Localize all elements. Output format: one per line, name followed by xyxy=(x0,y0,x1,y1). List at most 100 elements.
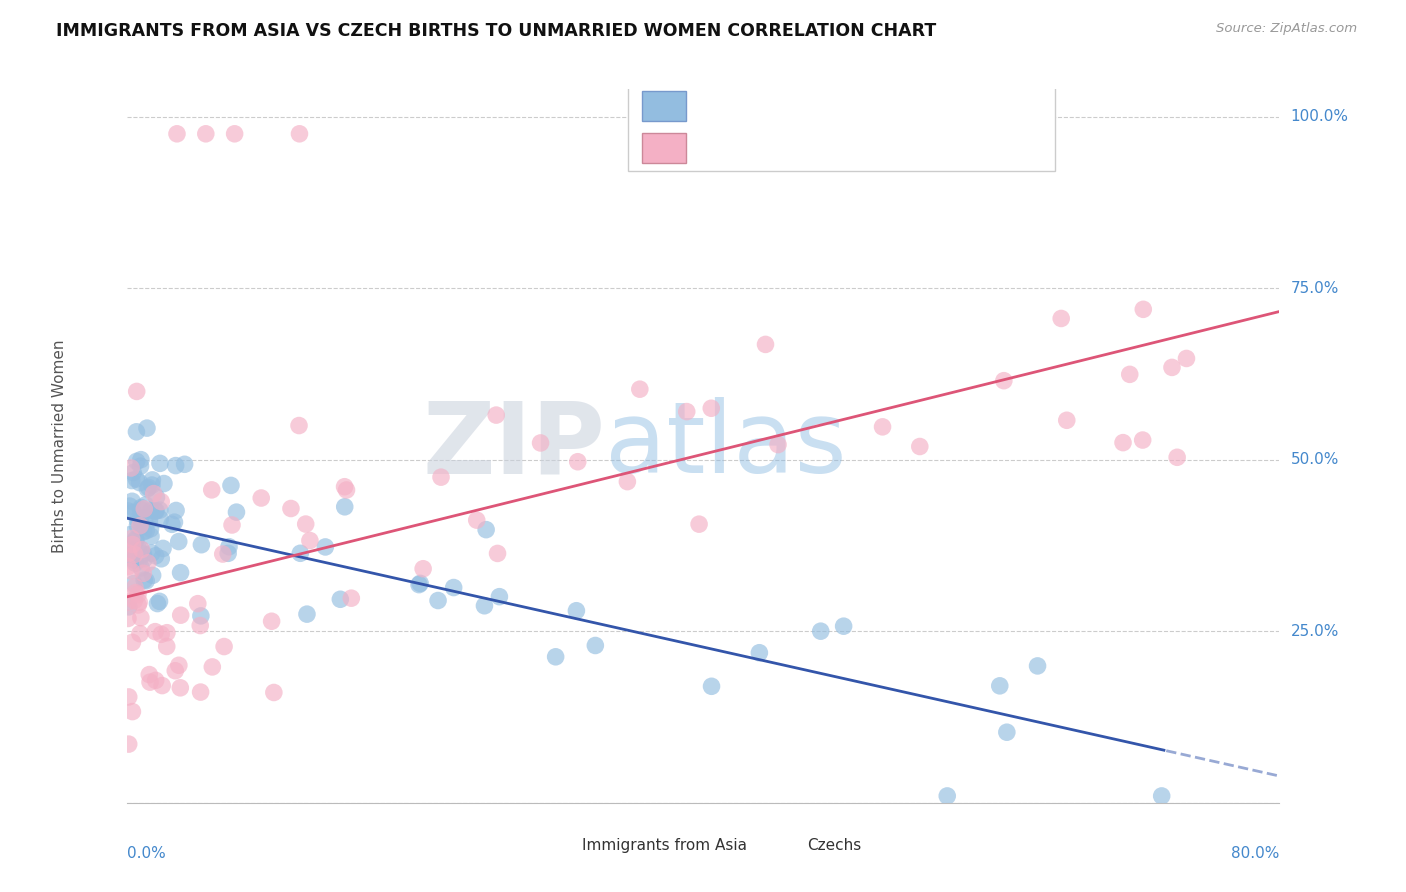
Point xyxy=(754,337,776,351)
Point xyxy=(121,635,143,649)
Point xyxy=(127,541,149,556)
Point xyxy=(173,458,195,472)
Point xyxy=(156,640,179,654)
Point xyxy=(138,514,160,528)
Point xyxy=(138,667,160,681)
Bar xyxy=(766,835,799,856)
Point xyxy=(121,474,143,488)
Point xyxy=(128,552,150,566)
Point xyxy=(224,127,246,141)
Point xyxy=(135,498,157,512)
Point xyxy=(121,494,143,508)
Point xyxy=(333,500,356,514)
Point xyxy=(128,595,150,609)
Point xyxy=(129,518,152,533)
Point xyxy=(993,374,1015,388)
Point xyxy=(485,408,508,422)
Point xyxy=(127,513,149,527)
Point xyxy=(988,679,1011,693)
Point xyxy=(1166,450,1188,465)
Point xyxy=(1161,360,1184,375)
Text: N =: N = xyxy=(866,139,904,157)
Point xyxy=(141,473,163,487)
Text: R =: R = xyxy=(700,96,735,114)
Point xyxy=(218,540,240,554)
Point xyxy=(124,593,146,607)
Point xyxy=(187,597,209,611)
Point xyxy=(125,425,148,439)
Point xyxy=(141,546,163,560)
Text: 0.332: 0.332 xyxy=(763,139,815,157)
Point xyxy=(121,705,143,719)
Point xyxy=(221,518,243,533)
Bar xyxy=(643,133,686,162)
Point xyxy=(486,546,509,560)
Point xyxy=(118,527,141,541)
Point xyxy=(333,480,356,494)
Point xyxy=(194,127,217,141)
Point xyxy=(474,599,496,613)
Text: 99: 99 xyxy=(936,96,959,114)
Point xyxy=(908,440,931,454)
Bar xyxy=(541,835,574,856)
Point xyxy=(169,566,191,580)
Point xyxy=(120,564,142,578)
Text: R =: R = xyxy=(700,139,741,157)
Point xyxy=(263,685,285,699)
Point xyxy=(132,566,155,581)
Point xyxy=(1150,789,1173,803)
Point xyxy=(488,590,510,604)
Point xyxy=(872,420,894,434)
Point xyxy=(950,127,973,141)
Point xyxy=(335,483,357,497)
Point xyxy=(340,591,363,606)
Point xyxy=(190,685,212,699)
Point xyxy=(136,556,159,570)
Point xyxy=(250,491,273,505)
Text: 100.0%: 100.0% xyxy=(1291,109,1348,124)
Point xyxy=(117,546,139,560)
Point xyxy=(294,517,316,532)
Point xyxy=(118,737,141,751)
Point xyxy=(122,506,145,520)
Point xyxy=(117,504,139,518)
Point xyxy=(529,436,551,450)
Point xyxy=(628,382,651,396)
Point xyxy=(136,421,159,435)
Point xyxy=(616,475,638,489)
Point xyxy=(122,553,145,567)
Point xyxy=(145,490,167,504)
Point xyxy=(118,499,141,513)
Text: N =: N = xyxy=(866,96,904,114)
Point xyxy=(188,618,211,632)
Point xyxy=(409,576,432,591)
Text: 80.0%: 80.0% xyxy=(1232,846,1279,861)
Point xyxy=(160,517,183,532)
Point xyxy=(131,542,153,557)
Point xyxy=(125,533,148,548)
Point xyxy=(412,562,434,576)
Bar xyxy=(628,82,1054,171)
Point xyxy=(122,466,145,480)
Point xyxy=(314,540,336,554)
Point xyxy=(1026,659,1049,673)
Point xyxy=(810,624,832,639)
Point xyxy=(190,538,212,552)
Point xyxy=(408,577,430,591)
Point xyxy=(212,640,235,654)
Point xyxy=(153,476,176,491)
Point xyxy=(129,626,152,640)
Point xyxy=(135,524,157,538)
Point xyxy=(288,127,311,141)
Point xyxy=(124,585,146,599)
Point xyxy=(156,625,179,640)
Point xyxy=(129,512,152,526)
Point xyxy=(148,594,170,608)
Point xyxy=(583,639,606,653)
Point xyxy=(124,556,146,570)
Point xyxy=(129,452,152,467)
Point xyxy=(139,529,162,543)
Point xyxy=(219,478,242,492)
Point xyxy=(1132,302,1154,317)
Text: 85: 85 xyxy=(936,139,959,157)
